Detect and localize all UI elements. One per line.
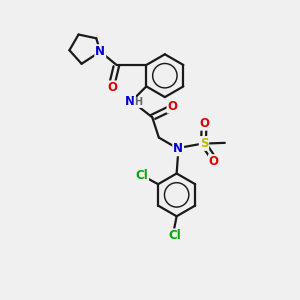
Text: S: S — [200, 137, 208, 150]
Text: Cl: Cl — [135, 169, 148, 182]
Text: O: O — [209, 155, 219, 168]
Text: O: O — [107, 81, 117, 94]
Text: N: N — [125, 95, 135, 108]
Text: N: N — [95, 45, 105, 58]
Text: Cl: Cl — [168, 230, 181, 242]
Text: O: O — [199, 117, 209, 130]
Text: O: O — [167, 100, 178, 112]
Text: N: N — [173, 142, 183, 155]
Text: H: H — [134, 98, 142, 107]
